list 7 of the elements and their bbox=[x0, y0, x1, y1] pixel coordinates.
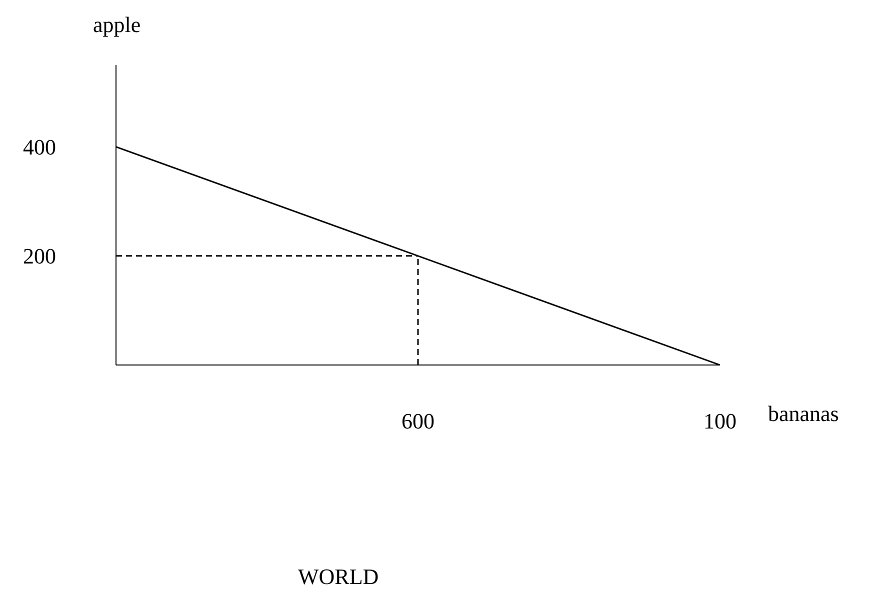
y-axis-title: apple bbox=[93, 12, 141, 38]
text: WORLD bbox=[298, 564, 379, 590]
x-tick-label: 600 bbox=[402, 408, 434, 434]
y-tick-label: 400 bbox=[23, 134, 56, 160]
y-tick-label: 200 bbox=[23, 244, 56, 269]
x-axis-title: bananas bbox=[768, 401, 839, 427]
x-tick-label: 100 bbox=[704, 408, 736, 434]
